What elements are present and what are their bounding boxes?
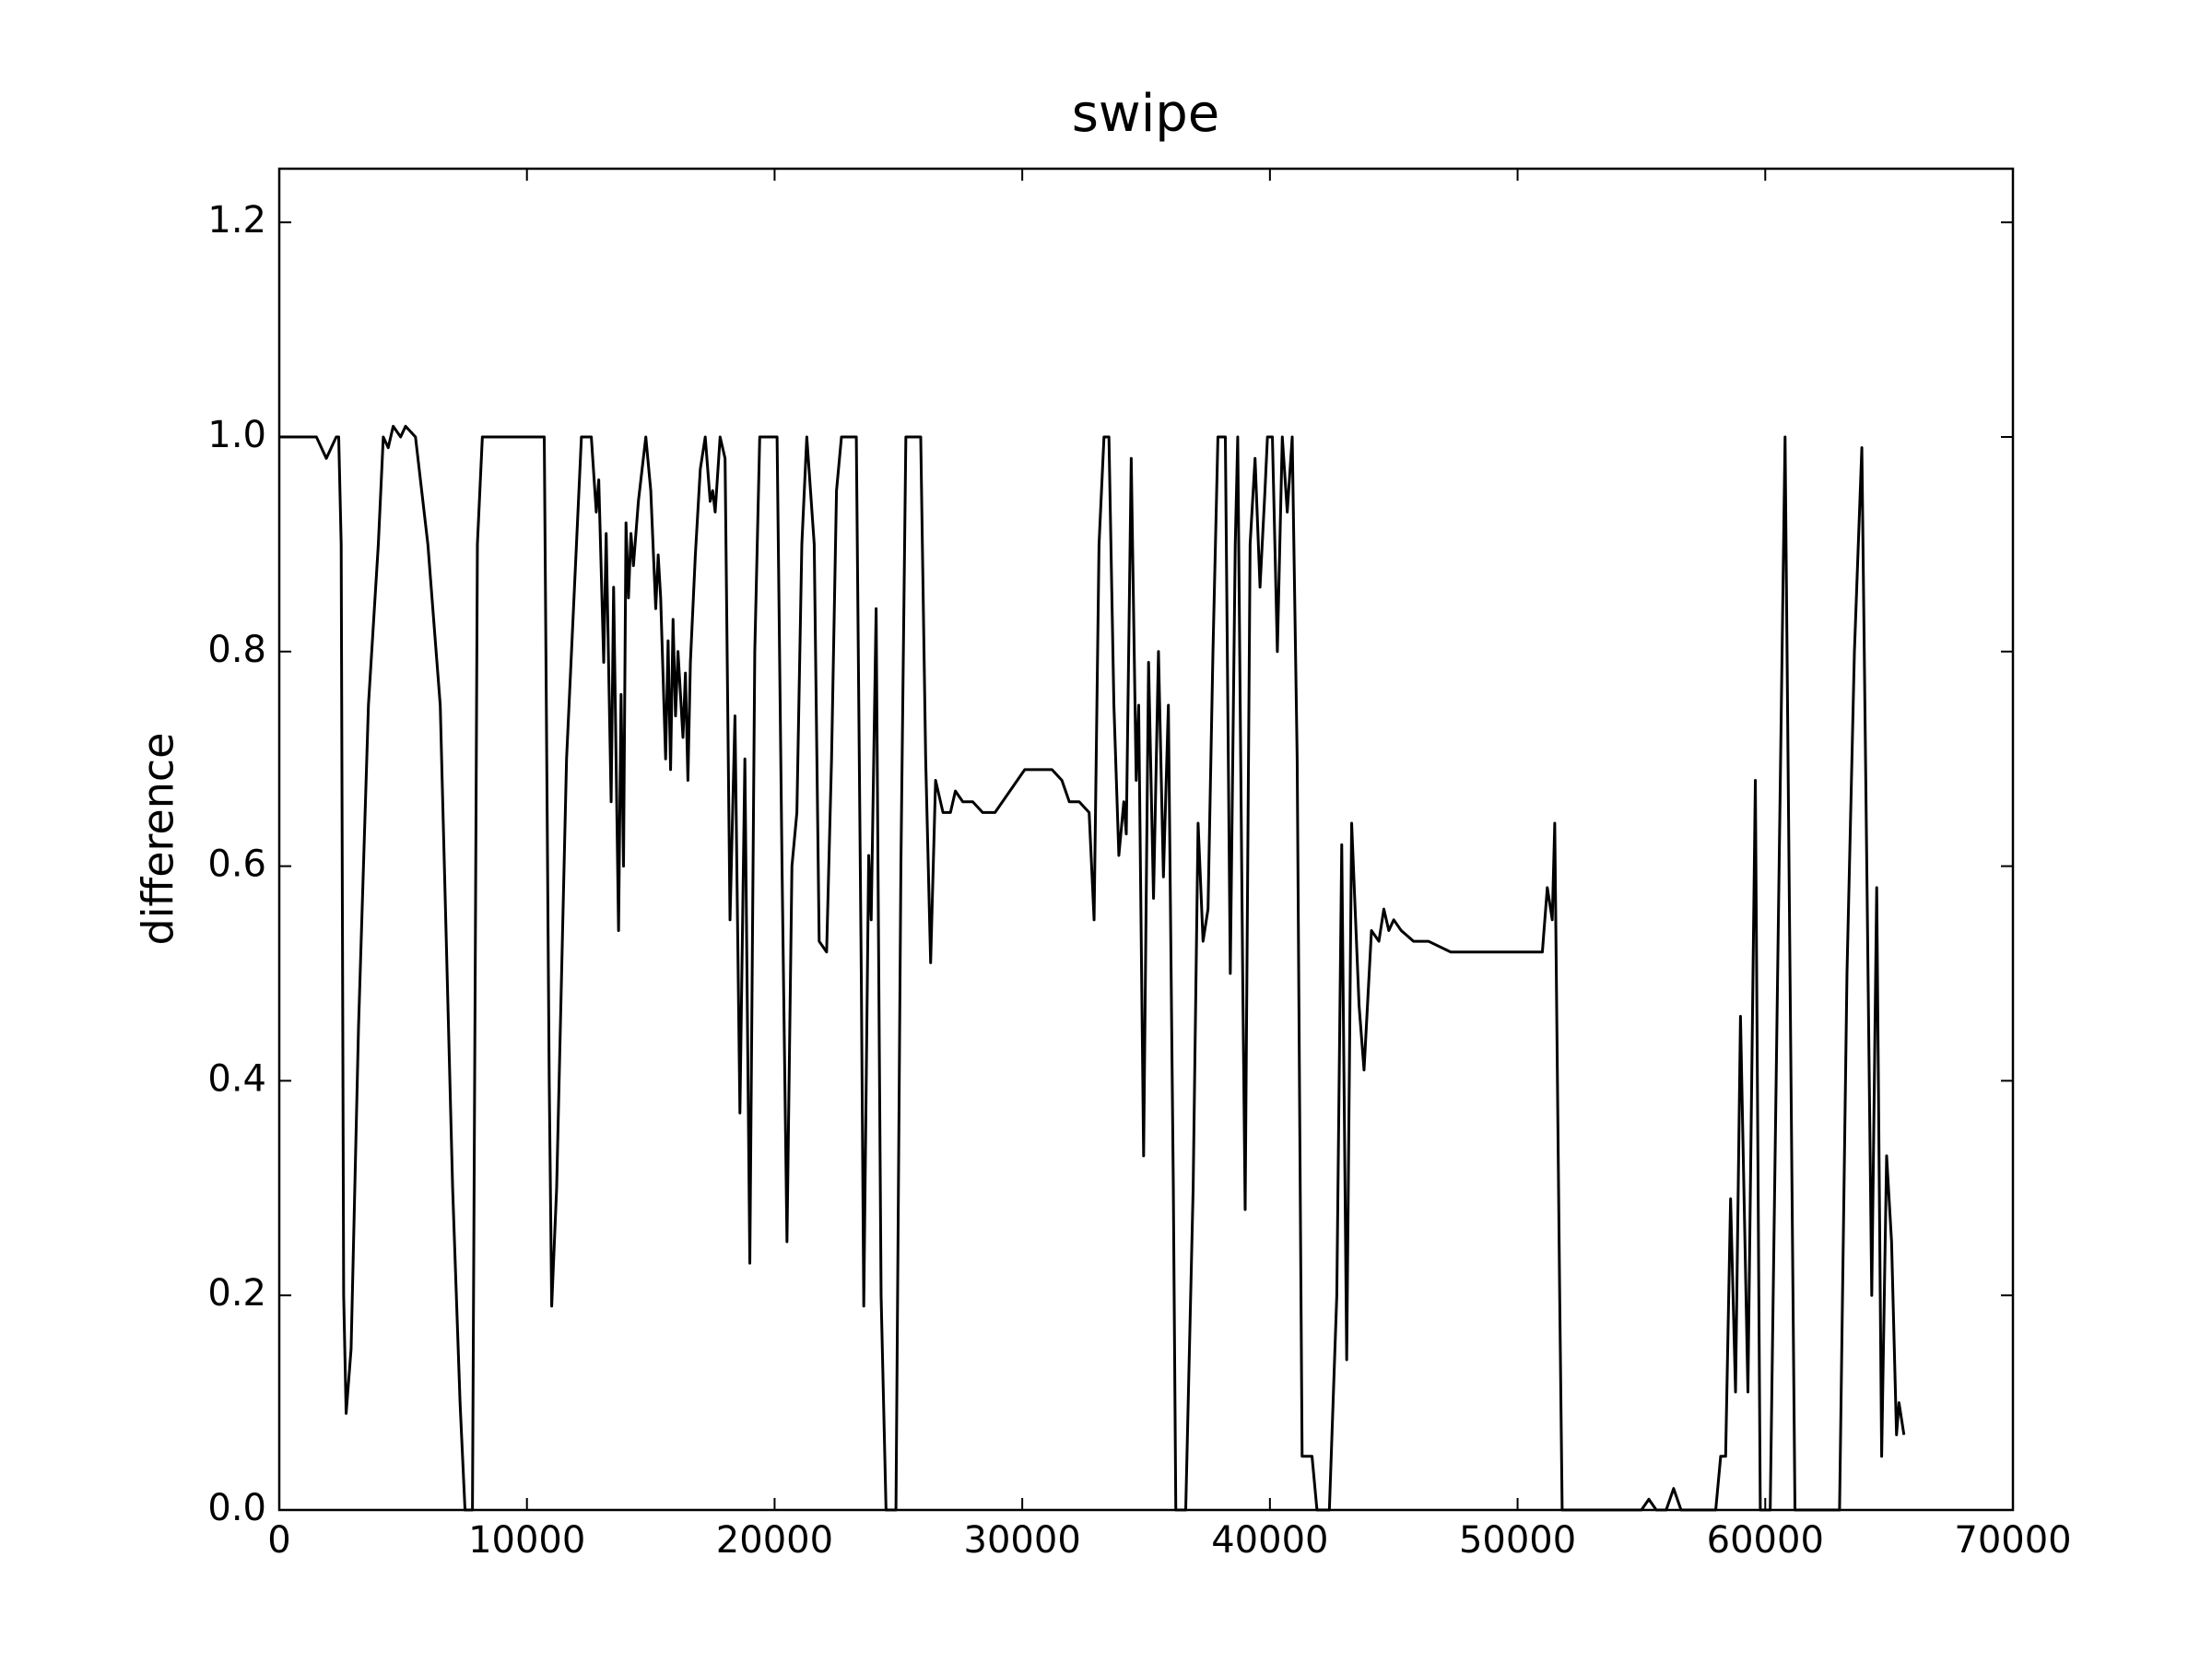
y-tick-label: 1.0 — [207, 414, 266, 456]
y-tick-label: 0.8 — [207, 629, 266, 671]
x-tick-label: 60000 — [1707, 1519, 1824, 1562]
plot-frame — [277, 167, 2015, 1512]
x-tick-label: 10000 — [468, 1519, 585, 1562]
y-tick-label: 0.0 — [207, 1487, 266, 1529]
y-tick-label: 0.6 — [207, 843, 266, 886]
x-tick-label: 70000 — [1954, 1519, 2071, 1562]
x-tick-label: 30000 — [964, 1519, 1081, 1562]
y-tick-label: 0.4 — [207, 1057, 266, 1100]
data-line — [279, 424, 1906, 1512]
x-tick-label: 40000 — [1211, 1519, 1328, 1562]
y-tick-label: 1.2 — [207, 199, 266, 242]
x-tick-label: 50000 — [1459, 1519, 1576, 1562]
x-tick-label: 20000 — [716, 1519, 833, 1562]
x-tick-label: 0 — [267, 1519, 290, 1562]
chart-title: swipe — [1072, 84, 1220, 144]
y-tick-label: 0.2 — [207, 1272, 266, 1315]
y-axis-label: difference — [134, 733, 183, 946]
